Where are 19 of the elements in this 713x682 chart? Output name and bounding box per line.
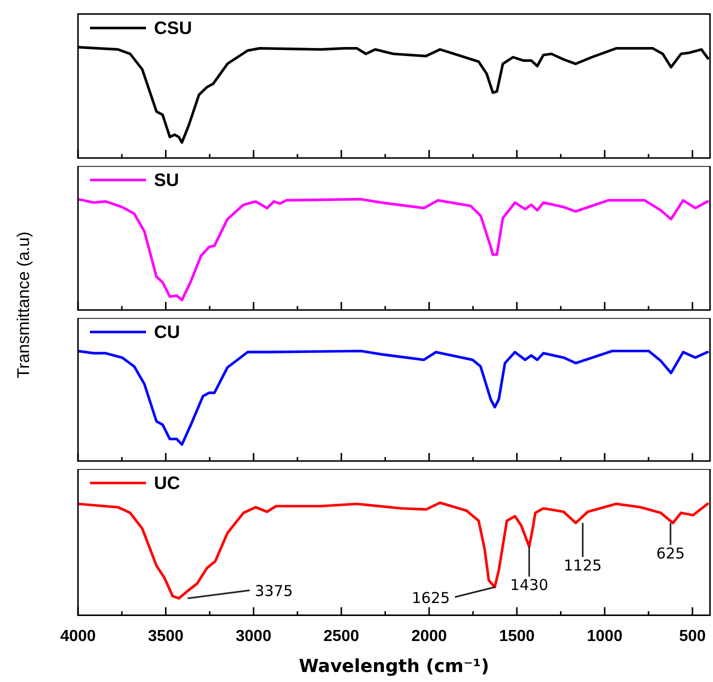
annotation: 1625 [412,588,450,607]
legend-label: SU [154,170,180,190]
x-tick-label: 2500 [324,628,360,646]
x-tick-label: 3500 [148,628,184,646]
legend-label: UC [154,472,180,493]
x-tick-label: 4000 [60,628,96,646]
legend-label: CU [154,322,180,342]
x-tick-label: 1500 [499,628,535,646]
x-tick-label: 500 [679,628,706,646]
x-tick-label: 2000 [411,628,448,646]
annotation: 3375 [254,582,293,600]
legend-label: CSU [154,18,192,38]
x-axis-title: Wavelength (cm⁻¹) [298,656,490,677]
annotation: 1125 [564,556,602,574]
x-tick-label: 3000 [236,628,272,646]
y-axis-title: Transmittance (a.u) [14,232,34,378]
x-tick-label: 1000 [586,628,623,646]
annotation: 625 [656,544,685,562]
annotation: 1430 [510,576,548,594]
